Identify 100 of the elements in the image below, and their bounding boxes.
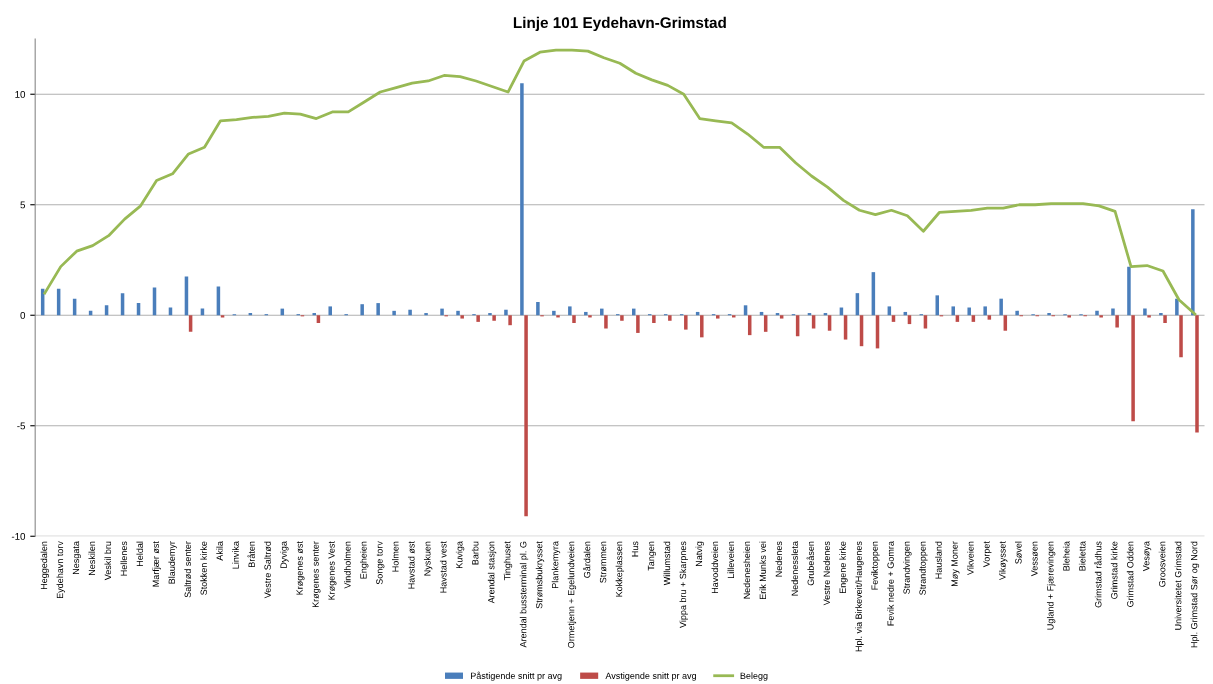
- x-tick-label: Willumstad: [663, 541, 671, 586]
- x-tick-label: Blaudemyr: [168, 541, 177, 584]
- x-tick-label: Ormetjenn + Egelundveien: [567, 541, 577, 648]
- x-tick-label: Nedenes: [775, 541, 783, 577]
- bar: [1067, 315, 1071, 318]
- x-tick-label: Fevik nedre + Gomra: [887, 541, 894, 626]
- y-tick-label: -10: [11, 532, 26, 540]
- x-tick-label: Linvika: [232, 541, 239, 569]
- bar: [408, 309, 412, 316]
- bar: [1159, 313, 1163, 316]
- y-tick-label: 10: [15, 90, 26, 98]
- x-tick-label: Vestre Saltrød: [264, 541, 271, 599]
- bar: [1095, 310, 1099, 316]
- bar: [1111, 308, 1115, 316]
- bar: [508, 315, 512, 326]
- x-tick-label: Krøgenes øst: [296, 541, 305, 595]
- bar: [1143, 308, 1147, 316]
- bar: [1147, 315, 1151, 318]
- x-tick-label: Vippa bru + Skarpnes: [679, 541, 688, 628]
- x-tick-label: Møy Moner: [951, 541, 960, 587]
- legend-label: Belegg: [740, 672, 768, 681]
- x-tick-label: Strandtoppen: [919, 541, 928, 595]
- x-tick-label: Plankemyra: [551, 541, 561, 589]
- x-tick-label: Erik Munks vei: [759, 541, 767, 600]
- bar: [572, 315, 576, 323]
- x-tick-label: Universitetet Grimstad: [1174, 541, 1182, 630]
- x-tick-label: Strandvingen: [903, 541, 912, 594]
- bar: [983, 306, 987, 316]
- x-tick-label: Nedenessleta: [791, 541, 798, 596]
- x-tick-label: Saltrød senter: [184, 541, 192, 598]
- x-tick-label: Vessøen: [1031, 541, 1038, 577]
- x-tick-label: Natvig: [695, 541, 704, 566]
- bar: [668, 315, 672, 321]
- bar: [520, 83, 524, 316]
- bar: [999, 298, 1003, 316]
- x-tick-label: Krøgenes senter: [312, 541, 321, 608]
- x-tick-label: Kuviga: [455, 541, 465, 568]
- bar: [652, 315, 656, 323]
- x-tick-label: Hausland: [935, 541, 942, 579]
- bar: [568, 306, 572, 316]
- y-tick-label: 0: [20, 311, 26, 319]
- x-tick-label: Arendal bussterminal pl. G: [519, 541, 529, 648]
- bar: [935, 295, 940, 316]
- x-tick-label: Eydehavn torv: [56, 541, 65, 599]
- x-tick-label: Holmen: [391, 541, 399, 572]
- bar: [951, 306, 955, 316]
- x-tick-label: Hus: [631, 541, 639, 557]
- bar: [492, 315, 496, 321]
- bar: [312, 313, 317, 316]
- bar: [1099, 315, 1103, 318]
- bar: [424, 313, 428, 316]
- x-tick-label: Engheien: [360, 541, 369, 579]
- x-tick-label: Nyskuen: [423, 541, 433, 576]
- x-tick-label: Grimstad rådhus: [1094, 541, 1102, 608]
- x-tick-label: Søvel: [1015, 541, 1022, 564]
- bar: [360, 304, 364, 316]
- x-tick-label: Bieletta: [1078, 541, 1086, 571]
- bar: [716, 315, 720, 319]
- bar: [524, 315, 528, 517]
- bar: [636, 315, 640, 333]
- bar: [1195, 315, 1199, 433]
- bar: [488, 313, 492, 316]
- y-tick-label: 5: [20, 201, 26, 209]
- x-tick-label: Dyviga: [280, 541, 289, 568]
- bar: [328, 306, 332, 316]
- x-tick-label: Bleheia: [1062, 541, 1070, 571]
- x-tick-label: Nesgata: [72, 541, 81, 574]
- chart-title: Linje 101 Eydehavn-Grimstad: [513, 16, 726, 32]
- bar: [1115, 315, 1119, 328]
- bar: [536, 301, 540, 316]
- x-tick-label: Tinghuset: [503, 541, 513, 581]
- x-tick-label: Kokkeplassen: [615, 541, 625, 597]
- bar: [967, 307, 971, 316]
- x-tick-label: Stokken kirke: [200, 541, 207, 595]
- x-tick-label: Groosveien: [1158, 541, 1166, 587]
- x-tick-label: Heldal: [136, 541, 144, 566]
- x-tick-label: Krøgenes Vest: [328, 541, 337, 600]
- x-tick-label: Grimstad Odden: [1126, 541, 1134, 607]
- line-series: [43, 48, 1197, 316]
- x-tick-label: Vesøya: [1143, 541, 1152, 572]
- bar: [376, 303, 380, 316]
- bar: [584, 311, 588, 316]
- y-tick-label: -5: [17, 422, 26, 430]
- x-tick-label: Barbu: [471, 541, 479, 565]
- x-tick-label: Vikveien: [967, 541, 974, 576]
- bar: [971, 315, 976, 322]
- x-tick-label: Bråten: [247, 541, 255, 567]
- x-tick-label: Strømsbukrysset: [535, 541, 545, 609]
- bar: [684, 315, 688, 330]
- bar: [1179, 315, 1183, 358]
- x-tick-label: Heggedalen: [40, 541, 49, 590]
- x-tick-label: Arendal stasjon: [487, 541, 497, 604]
- x-tick-label: Havstad øst: [407, 541, 415, 589]
- bar: [955, 315, 960, 322]
- x-tick-label: Hellenes: [120, 541, 128, 576]
- x-tick-label: Nedenesheien: [743, 541, 751, 599]
- bar: [504, 309, 508, 316]
- legend-label: Påstigende snitt pr avg: [470, 671, 562, 681]
- bar: [620, 315, 624, 321]
- bar: [440, 308, 444, 316]
